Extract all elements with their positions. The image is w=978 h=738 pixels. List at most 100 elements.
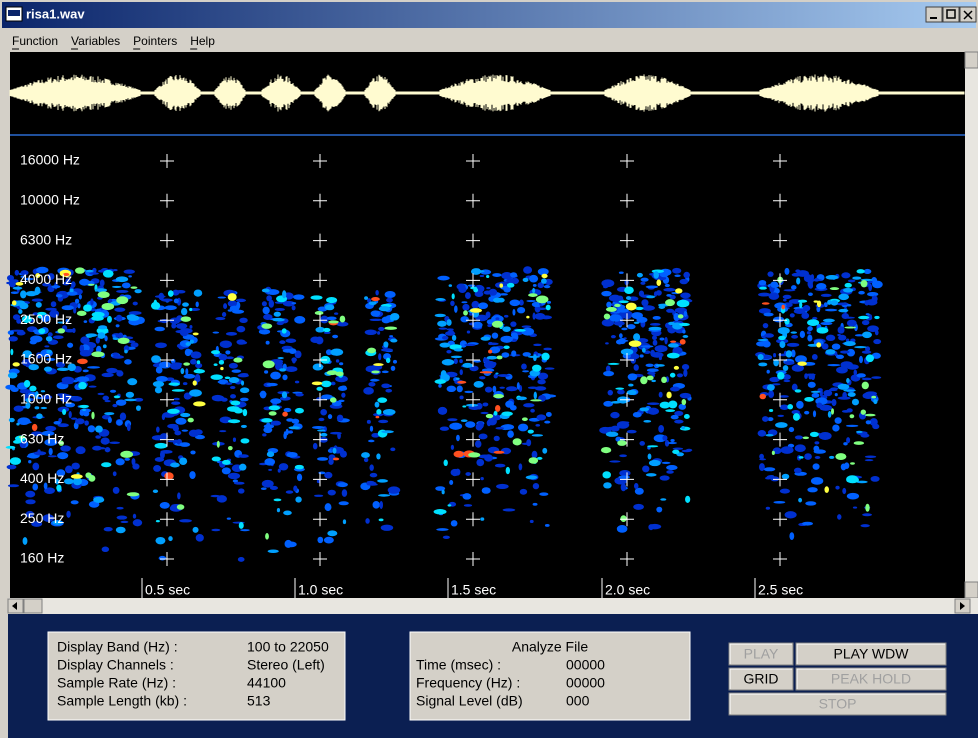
scroll-up[interactable] [965, 52, 978, 68]
menu-item[interactable]: Pointers [133, 34, 177, 48]
spectral-blob [767, 271, 773, 276]
spectral-blob [814, 441, 819, 444]
button-label: PEAK HOLD [831, 671, 911, 687]
spectral-blob [528, 430, 534, 434]
spectral-blob [267, 451, 274, 457]
spectral-blob [239, 522, 244, 529]
button-label[interactable]: PLAY WDW [834, 646, 910, 662]
menu-item[interactable]: Variables [71, 34, 120, 48]
spectral-blob [488, 342, 493, 345]
spectral-blob [364, 296, 368, 300]
spectral-blob [393, 360, 397, 364]
spectral-blob [368, 382, 375, 387]
scroll-down[interactable] [965, 582, 978, 598]
spectral-blob [801, 312, 809, 318]
spectral-blob [317, 429, 325, 431]
spectral-blob [321, 381, 331, 388]
spectral-blob [639, 441, 645, 446]
spectral-blob [369, 301, 377, 305]
spectral-blob [179, 442, 190, 447]
spectral-blob [151, 302, 160, 310]
menu-item[interactable]: Help [190, 34, 215, 48]
spectral-blob [506, 467, 510, 474]
spectral-blob [211, 374, 223, 379]
spectral-blob [97, 332, 105, 339]
spectral-blob [435, 379, 446, 384]
spectral-blob [476, 459, 484, 466]
spectral-blob [858, 291, 865, 295]
spectral-blob [320, 409, 327, 415]
spectral-blob [522, 417, 528, 421]
spectral-blob [102, 303, 115, 310]
spectral-blob [124, 350, 128, 354]
spectral-blob [815, 456, 821, 459]
spectral-blob [494, 436, 500, 441]
spectral-blob [464, 344, 476, 346]
spectral-blob [334, 312, 338, 315]
spectral-blob [648, 524, 653, 530]
spectral-blob [796, 401, 804, 409]
spectral-blob [161, 299, 173, 302]
minimize-button[interactable] [926, 7, 942, 22]
spectral-blob [831, 399, 836, 406]
spectral-blob [844, 462, 849, 469]
spectral-blob [816, 403, 822, 409]
spectral-blob [682, 330, 685, 334]
spectral-blob [526, 475, 538, 479]
spectral-blob [67, 343, 73, 348]
analyze-label: Frequency (Hz) : [416, 675, 520, 691]
scroll-thumb[interactable] [24, 599, 42, 613]
spectral-blob [454, 305, 458, 313]
spectral-blob [603, 482, 612, 488]
spectral-blob [228, 419, 240, 423]
spectral-blob [830, 387, 838, 389]
spectral-blob [480, 477, 483, 480]
spectral-blob [240, 373, 249, 376]
spectral-blob [32, 299, 43, 302]
spectral-blob [462, 363, 472, 368]
spectral-blob [872, 424, 879, 429]
spectral-blob [168, 536, 172, 541]
spectral-blob [838, 294, 849, 300]
frequency-label: 16000 Hz [20, 152, 80, 168]
spectral-blob [449, 423, 462, 430]
spectral-blob [807, 487, 817, 492]
spectral-blob [120, 413, 126, 421]
spectral-blob [113, 471, 117, 476]
spectral-blob [842, 488, 846, 494]
spectral-blob [662, 435, 667, 440]
spectral-blob [330, 348, 343, 355]
spectral-blob [292, 302, 297, 304]
info-value: 100 to 22050 [247, 639, 329, 655]
spectral-blob [61, 381, 74, 384]
spectral-blob [532, 288, 535, 293]
spectral-blob [266, 423, 270, 426]
spectral-blob [180, 413, 190, 417]
spectral-blob [459, 359, 463, 363]
spectral-blob [271, 421, 282, 426]
spectral-blob [873, 339, 881, 344]
spectral-blob [292, 305, 296, 310]
spectral-blob [373, 501, 380, 509]
spectral-blob [286, 338, 297, 342]
spectral-blob [114, 395, 120, 398]
spectral-blob [621, 483, 626, 491]
spectral-blob [666, 465, 677, 470]
spectral-blob [670, 341, 676, 343]
spectral-blob [835, 453, 846, 460]
spectral-blob [482, 402, 488, 406]
spectral-blob [194, 289, 203, 296]
spectral-blob [16, 423, 19, 426]
button-label[interactable]: GRID [744, 671, 779, 687]
spectral-blob [259, 392, 266, 396]
spectral-blob [170, 462, 180, 467]
spectral-blob [789, 532, 794, 540]
spectral-blob [634, 364, 639, 371]
spectral-blob [262, 289, 270, 293]
spectral-blob [153, 381, 164, 387]
time-label: 1.0 sec [298, 582, 343, 598]
spectral-blob [159, 556, 167, 561]
menu-item[interactable]: Function [12, 34, 58, 48]
spectral-blob [127, 315, 139, 321]
spectral-blob [272, 318, 284, 322]
